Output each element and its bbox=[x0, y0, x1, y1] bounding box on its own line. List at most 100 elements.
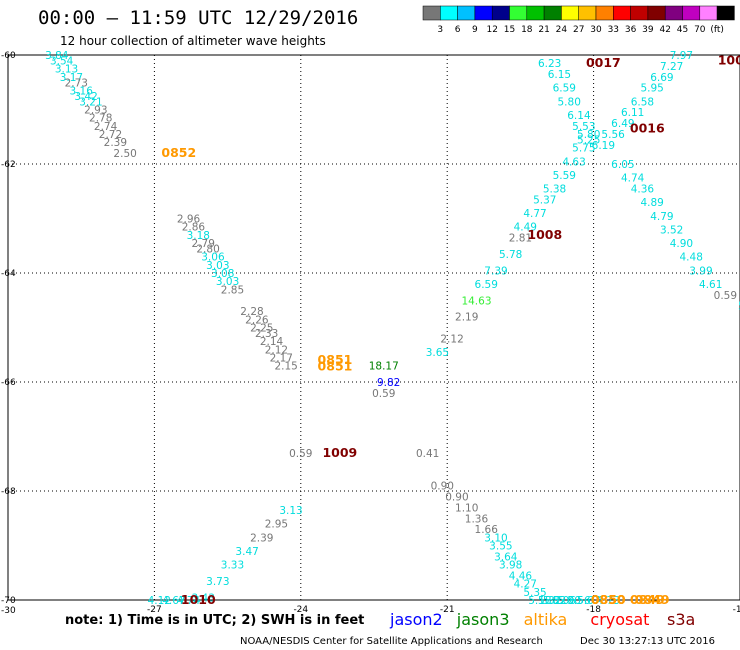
swh-label: 4.46 bbox=[509, 570, 533, 582]
time-label: 0851 bbox=[318, 352, 353, 367]
swh-label: 2.96 bbox=[177, 214, 201, 226]
colorbar-swatch bbox=[561, 5, 579, 21]
swh-label: 5.53 bbox=[572, 121, 595, 133]
satellite-legend-jason3: jason3 bbox=[456, 610, 510, 629]
time-label: 0850 bbox=[591, 592, 626, 607]
swh-label: 6.15 bbox=[548, 69, 571, 81]
swh-label: 2.86 bbox=[182, 222, 206, 234]
footer-credit: NOAA/NESDIS Center for Satellite Applica… bbox=[240, 636, 543, 647]
swh-label: 6.05 bbox=[611, 159, 634, 171]
colorbar-swatch bbox=[699, 5, 718, 21]
swh-label: 5.38 bbox=[543, 184, 566, 196]
colorbar-swatch bbox=[509, 5, 528, 21]
swh-label: 3.18 bbox=[187, 230, 210, 242]
swh-label: 5.95 bbox=[640, 83, 663, 95]
lat-tick-label: -66 bbox=[1, 378, 16, 388]
swh-label: 5.59 bbox=[553, 170, 576, 182]
swh-label: 0.90 bbox=[431, 481, 454, 493]
colorbar-tick-label: 15 bbox=[504, 25, 515, 35]
swh-label: 5.18 bbox=[528, 595, 551, 607]
swh-label: 6.59 bbox=[553, 83, 576, 95]
time-label: 0849 bbox=[635, 592, 670, 607]
swh-label: 4.74 bbox=[177, 595, 201, 607]
swh-label: 2.12 bbox=[265, 344, 288, 356]
colorbar-tick-label: 33 bbox=[608, 25, 619, 35]
time-label: 1007 bbox=[718, 52, 740, 67]
swh-label: 2.14 bbox=[260, 336, 284, 348]
time-label: 1009 bbox=[322, 445, 357, 460]
swh-label: 5.37 bbox=[533, 194, 556, 206]
swh-label: 2.17 bbox=[270, 352, 293, 364]
swh-label: 3.17 bbox=[60, 72, 83, 84]
colorbar-swatch bbox=[613, 5, 631, 21]
plot-grid: -27 -24 -21 -18 -15 -60 -62 -64 -66 -68 -70-30 bbox=[1, 51, 740, 616]
swh-label: 4.79 bbox=[650, 211, 673, 223]
swh-label: 5.32 bbox=[538, 595, 561, 607]
swh-label: 5.56 bbox=[601, 129, 625, 141]
swh-label: 6.23 bbox=[538, 58, 561, 70]
swh-label: 6.69 bbox=[650, 72, 673, 84]
colorbar-swatch bbox=[578, 5, 597, 21]
time-label: 0850 bbox=[591, 592, 626, 607]
swh-label: 5.56 bbox=[567, 595, 591, 607]
time-label: 0851 bbox=[318, 359, 353, 374]
swh-label: 9.82 bbox=[377, 377, 400, 389]
swh-label: 2.74 bbox=[94, 121, 118, 133]
swh-label: 1.66 bbox=[475, 524, 499, 536]
swh-label: 2.93 bbox=[84, 105, 107, 117]
swh-label: 1.36 bbox=[465, 513, 489, 525]
swh-label: 3.54 bbox=[50, 55, 74, 67]
colorbar-tick-label: 21 bbox=[538, 25, 549, 35]
swh-label: 5.67 bbox=[577, 595, 600, 607]
swh-label: 6.58 bbox=[631, 96, 654, 108]
swh-label: 3.55 bbox=[489, 541, 512, 553]
swh-label: 2.25 bbox=[250, 323, 273, 335]
swh-label: 3.84 bbox=[45, 50, 69, 62]
lon-tick-label: -18 bbox=[586, 605, 601, 615]
swh-label: 0.59 bbox=[372, 388, 395, 400]
time-label: 0016 bbox=[630, 121, 665, 136]
swh-label: 2.73 bbox=[65, 77, 88, 89]
colorbar-swatch bbox=[716, 5, 735, 21]
satellite-legend-altika: altika bbox=[524, 610, 568, 629]
swh-label: 3.99 bbox=[689, 265, 712, 277]
chart-title: 00:00 – 11:59 UTC 12/29/2016 bbox=[38, 7, 358, 29]
swh-label: 6.11 bbox=[621, 107, 644, 119]
swh-label: 4.27 bbox=[514, 579, 537, 591]
swh-label: 6.14 bbox=[567, 110, 591, 122]
colorbar-tick-label: 9 bbox=[472, 25, 478, 35]
colorbar-tick-label: 70 bbox=[694, 25, 706, 35]
satellite-legend: jason2 jason3 altika cryosat s3a bbox=[389, 610, 695, 629]
colorbar-swatch bbox=[630, 5, 649, 21]
colorbar-tick-label: 45 bbox=[677, 25, 688, 35]
swh-label: 2.81 bbox=[509, 233, 532, 245]
swh-label: 2.19 bbox=[455, 312, 478, 324]
swh-label: 3.47 bbox=[235, 546, 258, 558]
lat-tick-label: -68 bbox=[1, 487, 16, 497]
swh-label: 3.10 bbox=[484, 532, 507, 544]
swh-label: 4.36 bbox=[631, 184, 655, 196]
swh-label: 4.73 bbox=[597, 595, 620, 607]
colorbar-swatch bbox=[682, 5, 701, 21]
swh-label: 2.50 bbox=[113, 148, 136, 160]
swh-label: 0.90 bbox=[445, 491, 468, 503]
swh-label: 2.33 bbox=[255, 328, 278, 340]
lon-tick-label: -15 bbox=[733, 605, 740, 615]
swh-label: 4.74 bbox=[621, 173, 645, 185]
swh-label: 7.27 bbox=[660, 61, 683, 73]
colorbar-tick-label: 42 bbox=[659, 25, 670, 35]
lat-tick-label: -70 bbox=[1, 596, 16, 606]
swh-label: 5.00 bbox=[558, 595, 581, 607]
swh-label: 3.65 bbox=[426, 347, 449, 359]
swh-label: 5.35 bbox=[523, 587, 546, 599]
time-label: 1010 bbox=[181, 592, 216, 607]
swh-label: 3.06 bbox=[201, 252, 225, 264]
swh-label: 2.28 bbox=[240, 306, 263, 318]
swh-label: 4.90 bbox=[670, 238, 693, 250]
colorbar-swatch bbox=[491, 5, 510, 21]
swh-label: 1.10 bbox=[455, 502, 478, 514]
lon-tick-label: -24 bbox=[293, 605, 308, 615]
satellite-legend-jason2: jason2 bbox=[389, 610, 443, 629]
colorbar-swatch bbox=[422, 5, 441, 21]
colorbar-swatch bbox=[440, 5, 458, 21]
